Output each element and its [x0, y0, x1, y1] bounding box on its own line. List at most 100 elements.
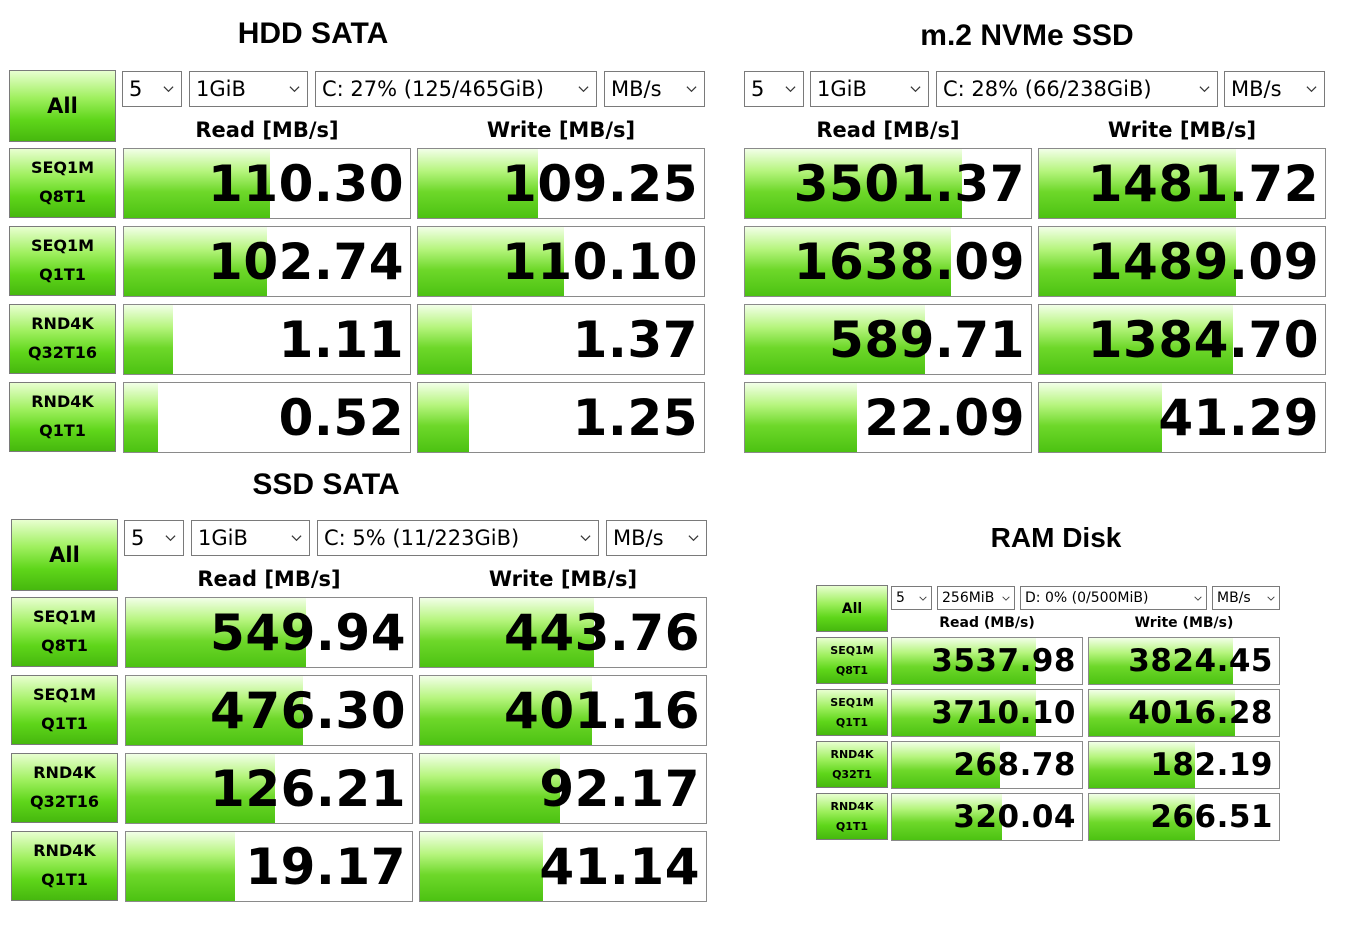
size-select[interactable]: 1GiB [191, 520, 310, 556]
test-name: SEQ1M [32, 685, 97, 705]
write-result-cell: 401.16 [419, 675, 707, 746]
chevron-down-icon [284, 521, 309, 555]
write-speed-value: 41.29 [1158, 388, 1319, 447]
count-select[interactable]: 5 [744, 71, 804, 107]
write-speed-bar [418, 149, 539, 218]
count-select-value: 5 [896, 590, 905, 606]
drive-select-value: C: 5% (11/223GiB) [324, 526, 520, 550]
drive-select[interactable]: C: 27% (125/465GiB) [315, 71, 597, 107]
unit-select[interactable]: MB/s [606, 520, 707, 556]
unit-select[interactable]: MB/s [1224, 71, 1325, 107]
test-params: Q1T1 [39, 265, 86, 284]
read-speed-value: 476.30 [210, 681, 406, 740]
write-speed-value: 1489.09 [1087, 232, 1319, 291]
drive-select[interactable]: D: 0% (0/500MiB) [1020, 586, 1207, 610]
chevron-down-icon [681, 521, 706, 555]
read-speed-value: 320.04 [953, 799, 1076, 835]
read-result-cell: 126.21 [125, 753, 413, 824]
test-button[interactable]: SEQ1M Q8T1 [9, 148, 116, 218]
write-header: Write (MB/s) [1134, 615, 1234, 631]
read-speed-bar [124, 227, 267, 296]
write-speed-value: 41.14 [539, 837, 700, 896]
size-select[interactable]: 1GiB [189, 71, 308, 107]
write-speed-value: 1481.72 [1087, 154, 1319, 213]
drive-select[interactable]: C: 5% (11/223GiB) [317, 520, 599, 556]
write-speed-value: 1384.70 [1087, 310, 1319, 369]
all-button[interactable]: All [11, 519, 118, 591]
write-speed-bar [1039, 383, 1162, 452]
write-result-cell: 443.76 [419, 597, 707, 668]
test-button[interactable]: SEQ1M Q8T1 [11, 597, 118, 667]
unit-select[interactable]: MB/s [604, 71, 705, 107]
test-button[interactable]: SEQ1M Q1T1 [816, 689, 888, 736]
test-button[interactable]: SEQ1M Q1T1 [11, 675, 118, 745]
write-result-cell: 182.19 [1088, 741, 1280, 789]
read-speed-value: 19.17 [245, 837, 406, 896]
count-select-value: 5 [129, 77, 143, 101]
test-button[interactable]: SEQ1M Q8T1 [816, 637, 888, 684]
read-speed-value: 3710.10 [931, 695, 1076, 731]
count-select[interactable]: 5 [891, 586, 932, 610]
test-params: Q32T16 [27, 343, 98, 362]
test-button[interactable]: RND4K Q1T1 [816, 793, 888, 840]
read-speed-bar [126, 754, 275, 823]
drive-select[interactable]: C: 28% (66/238GiB) [936, 71, 1218, 107]
read-result-cell: 102.74 [123, 226, 411, 297]
read-speed-bar [745, 227, 951, 296]
test-button[interactable]: RND4K Q32T16 [9, 304, 116, 374]
chevron-down-icon [1262, 587, 1279, 609]
write-speed-value: 4016.28 [1128, 695, 1273, 731]
test-name: RND4K [33, 763, 96, 783]
count-select[interactable]: 5 [124, 520, 184, 556]
test-params: Q1T1 [835, 819, 869, 833]
chevron-down-icon [156, 72, 181, 106]
write-speed-value: 1.25 [572, 388, 698, 447]
read-speed-bar [126, 598, 307, 667]
read-header: Read [MB/s] [197, 567, 341, 591]
chevron-down-icon [914, 587, 931, 609]
size-select-value: 1GiB [817, 77, 867, 101]
test-params: Q8T1 [835, 663, 869, 677]
write-speed-bar [1039, 149, 1237, 218]
unit-select[interactable]: MB/s [1212, 586, 1280, 610]
read-speed-bar [124, 305, 173, 374]
test-button[interactable]: SEQ1M Q1T1 [9, 226, 116, 296]
size-select[interactable]: 1GiB [810, 71, 929, 107]
write-speed-value: 110.10 [502, 232, 698, 291]
hdd-title: HDD SATA [237, 17, 389, 50]
size-select[interactable]: 256MiB [937, 586, 1015, 610]
test-button[interactable]: RND4K Q32T16 [11, 753, 118, 823]
test-name: SEQ1M [30, 158, 95, 178]
test-button[interactable]: RND4K Q32T1 [816, 741, 888, 788]
read-result-cell: 476.30 [125, 675, 413, 746]
read-speed-value: 102.74 [208, 232, 404, 291]
all-button[interactable]: All [9, 70, 116, 142]
write-speed-bar [1039, 305, 1234, 374]
write-speed-bar [1089, 690, 1236, 736]
test-params: Q1T1 [41, 714, 88, 733]
test-params: Q1T1 [835, 715, 869, 729]
write-result-cell: 1.37 [417, 304, 705, 375]
test-name: SEQ1M [830, 643, 874, 657]
count-select[interactable]: 5 [122, 71, 182, 107]
read-result-cell: 3537.98 [891, 637, 1083, 685]
read-result-cell: 268.78 [891, 741, 1083, 789]
write-result-cell: 1.25 [417, 382, 705, 453]
write-speed-bar [420, 754, 561, 823]
write-result-cell: 109.25 [417, 148, 705, 219]
write-speed-value: 109.25 [502, 154, 698, 213]
read-speed-bar [745, 305, 926, 374]
count-select-value: 5 [131, 526, 145, 550]
read-result-cell: 22.09 [744, 382, 1032, 453]
test-button[interactable]: RND4K Q1T1 [9, 382, 116, 452]
test-button[interactable]: RND4K Q1T1 [11, 831, 118, 901]
write-speed-value: 3824.45 [1128, 643, 1273, 679]
write-result-cell: 1481.72 [1038, 148, 1326, 219]
unit-select-value: MB/s [611, 77, 662, 101]
read-result-cell: 589.71 [744, 304, 1032, 375]
all-button[interactable]: All [816, 585, 888, 632]
drive-select-value: C: 27% (125/465GiB) [322, 77, 544, 101]
read-speed-bar [745, 149, 963, 218]
write-result-cell: 3824.45 [1088, 637, 1280, 685]
read-speed-value: 1.11 [278, 310, 404, 369]
